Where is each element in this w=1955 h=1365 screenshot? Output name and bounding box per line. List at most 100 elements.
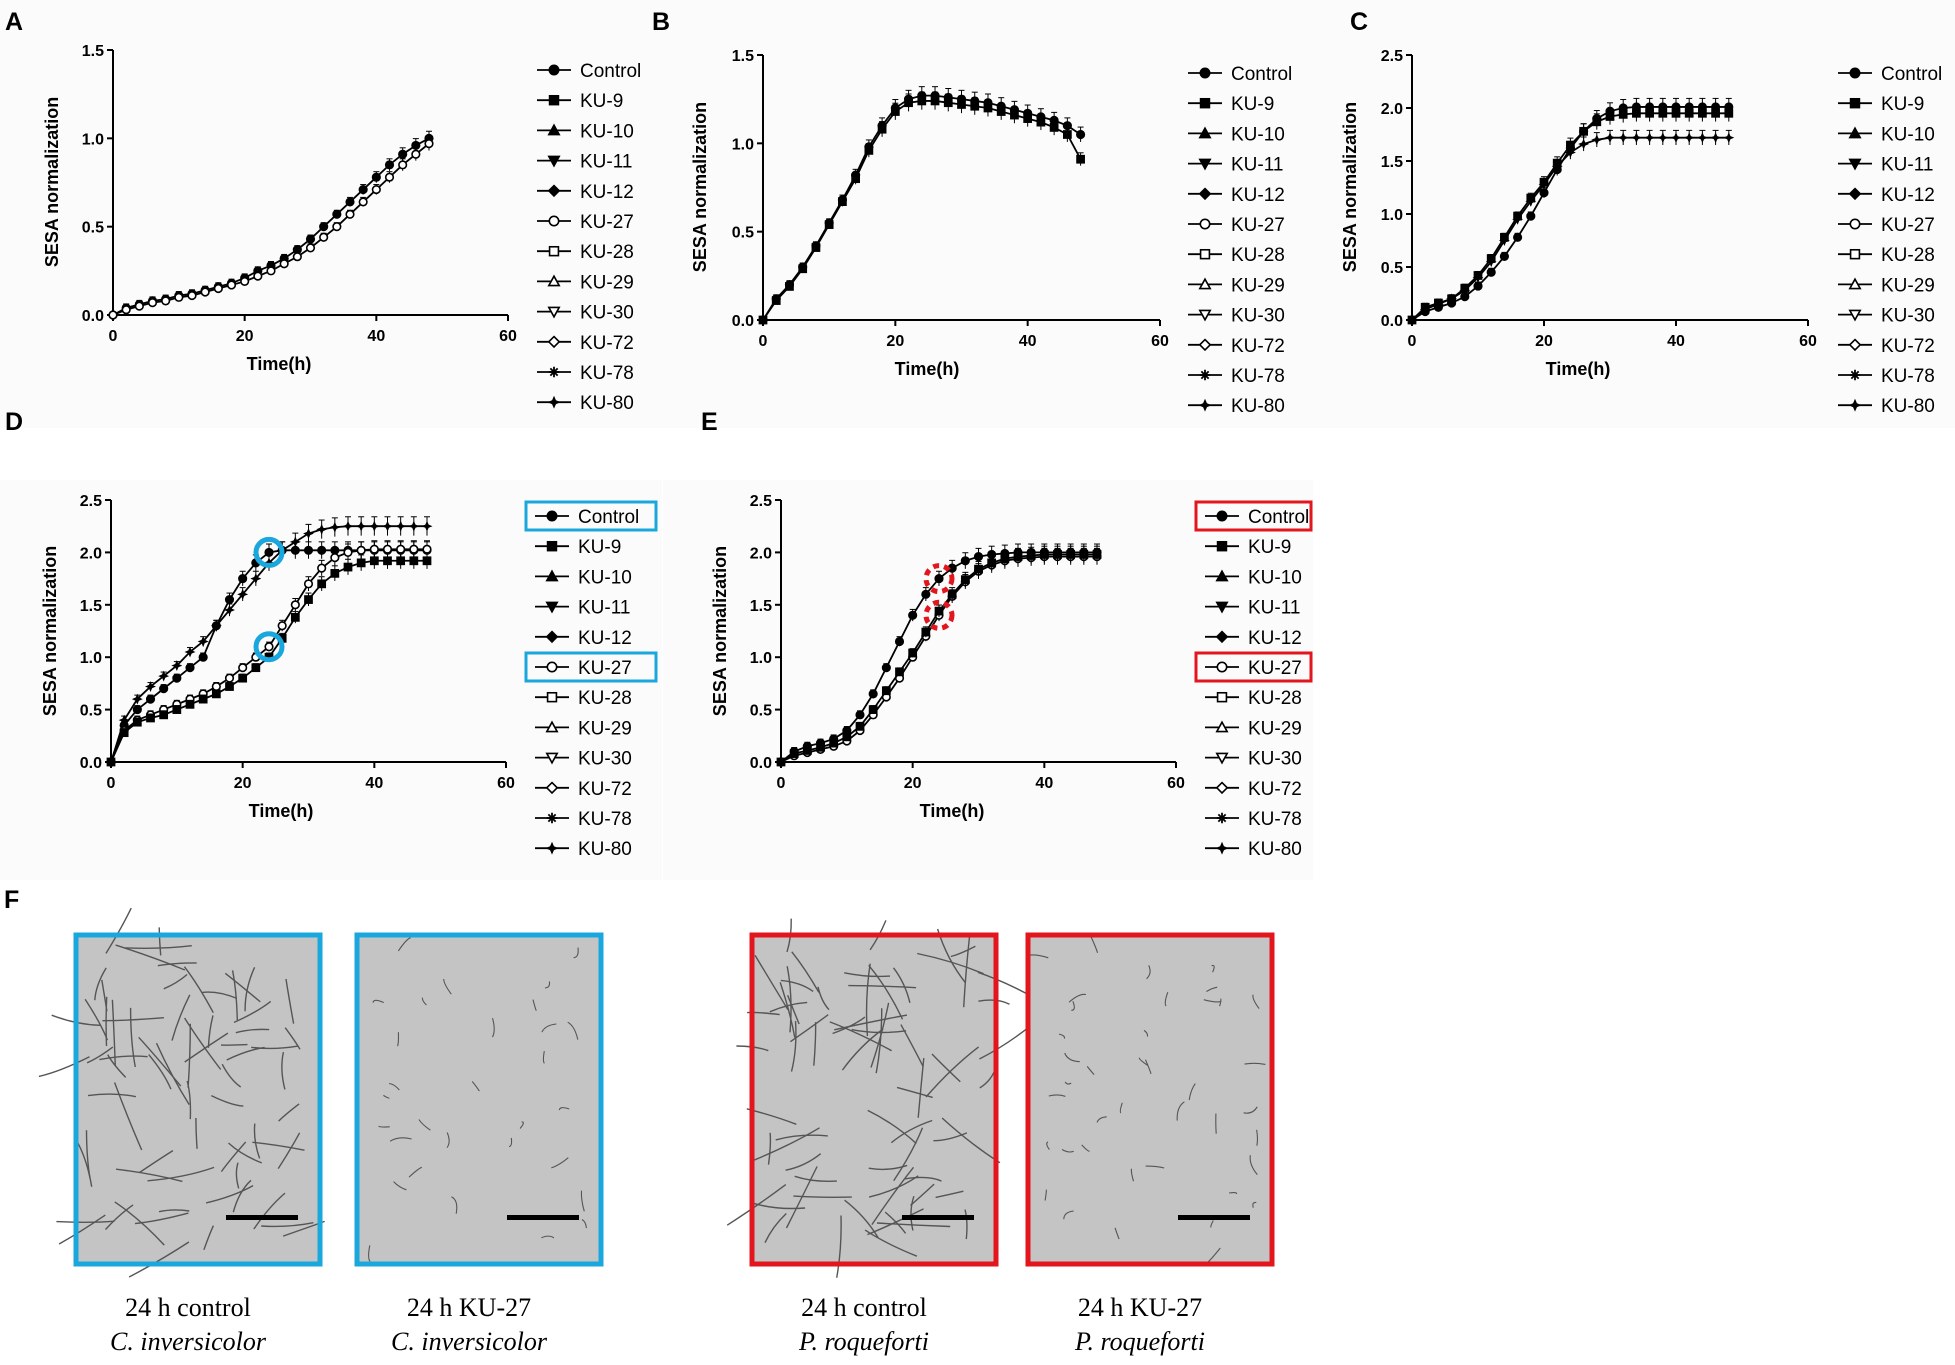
data-point [883, 664, 891, 672]
data-point [384, 545, 392, 553]
legend-label: KU-9 [1248, 537, 1291, 558]
data-point [896, 638, 904, 646]
data-point [121, 729, 128, 736]
data-point [1633, 110, 1640, 117]
y-axis-label: SESA normalization [710, 546, 730, 716]
data-point [1024, 115, 1031, 122]
panel-label-c: C [1350, 8, 1368, 36]
data-point [239, 664, 247, 672]
panel-background [0, 0, 648, 428]
legend-label: Control [1881, 64, 1942, 85]
data-point [357, 547, 365, 555]
legend-label: KU-30 [578, 749, 632, 770]
legend-label: KU-80 [1231, 396, 1285, 417]
data-point [1014, 553, 1021, 560]
data-point [186, 664, 194, 672]
y-tick-label: 2.0 [80, 545, 102, 562]
legend-label: KU-72 [578, 779, 632, 800]
data-point [905, 99, 912, 106]
data-point [186, 701, 193, 708]
data-point [213, 683, 221, 691]
x-axis-label: Time(h) [247, 354, 312, 374]
legend-label: KU-72 [1881, 336, 1935, 357]
data-point [984, 104, 991, 111]
micrograph-caption-line2: C. inversicolor [391, 1327, 548, 1356]
data-point [254, 272, 262, 280]
x-tick-label: 40 [365, 775, 383, 792]
data-point [1487, 269, 1495, 277]
micrograph-caption-line1: 24 h control [125, 1293, 251, 1322]
data-point [226, 596, 234, 604]
legend-label: KU-9 [1231, 94, 1274, 115]
data-point [213, 690, 220, 697]
legend-label: KU-72 [580, 333, 634, 354]
legend-label: KU-12 [578, 628, 632, 649]
x-tick-label: 20 [234, 775, 252, 792]
data-point [962, 557, 970, 565]
legend-label: KU-27 [578, 658, 632, 679]
data-point [949, 591, 956, 598]
data-point [1501, 253, 1509, 261]
legend-label: KU-28 [580, 242, 634, 263]
data-point [399, 150, 407, 158]
legend-marker [1201, 250, 1210, 259]
data-point [399, 161, 407, 169]
data-point [1672, 110, 1679, 117]
y-tick-label: 0.0 [1381, 313, 1403, 330]
legend-label: KU-80 [578, 839, 632, 860]
y-axis-label: SESA normalization [42, 97, 62, 267]
data-point [1037, 119, 1044, 126]
legend-marker [1200, 68, 1209, 77]
data-point [975, 566, 982, 573]
data-point [333, 211, 341, 219]
data-point [1077, 131, 1085, 139]
y-tick-label: 0.0 [80, 755, 102, 772]
data-point [318, 547, 326, 555]
data-point [410, 545, 418, 553]
data-point [292, 614, 299, 621]
data-point [359, 186, 367, 194]
data-point [346, 198, 354, 206]
legend-label: KU-28 [578, 688, 632, 709]
x-tick-label: 0 [107, 775, 116, 792]
legend-marker [1851, 99, 1860, 108]
legend-label: KU-10 [1881, 124, 1935, 145]
data-point [971, 103, 978, 110]
x-tick-label: 0 [109, 328, 118, 345]
data-point [134, 719, 141, 726]
y-tick-label: 2.5 [80, 493, 102, 510]
legend-label: KU-10 [580, 121, 634, 142]
data-point [423, 545, 431, 553]
data-point [305, 580, 313, 588]
legend-label: KU-11 [1231, 155, 1283, 176]
y-tick-label: 0.0 [82, 308, 104, 325]
panel-label-d: D [5, 408, 23, 436]
legend-label: KU-78 [1881, 366, 1935, 387]
legend-label: KU-29 [580, 272, 634, 293]
data-point [252, 664, 259, 671]
data-point [856, 723, 863, 730]
y-tick-label: 2.5 [750, 493, 772, 510]
legend-label: Control [580, 61, 641, 82]
x-tick-label: 40 [1019, 333, 1037, 350]
data-point [852, 175, 859, 182]
data-point [305, 596, 312, 603]
legend-label: KU-27 [1231, 215, 1285, 236]
data-point [397, 545, 405, 553]
x-tick-label: 60 [497, 775, 515, 792]
data-point [988, 559, 995, 566]
legend-label: KU-9 [1881, 94, 1924, 115]
data-point [173, 706, 180, 713]
y-axis-label: SESA normalization [690, 102, 710, 272]
micrograph-caption-line2: P. roqueforti [1074, 1327, 1205, 1356]
data-point [239, 575, 247, 583]
data-point [294, 253, 302, 261]
scale-bar [226, 1215, 298, 1220]
data-point [318, 580, 325, 587]
data-point [371, 545, 379, 553]
data-point [107, 758, 114, 765]
data-point [346, 211, 354, 219]
data-point [1077, 156, 1084, 163]
